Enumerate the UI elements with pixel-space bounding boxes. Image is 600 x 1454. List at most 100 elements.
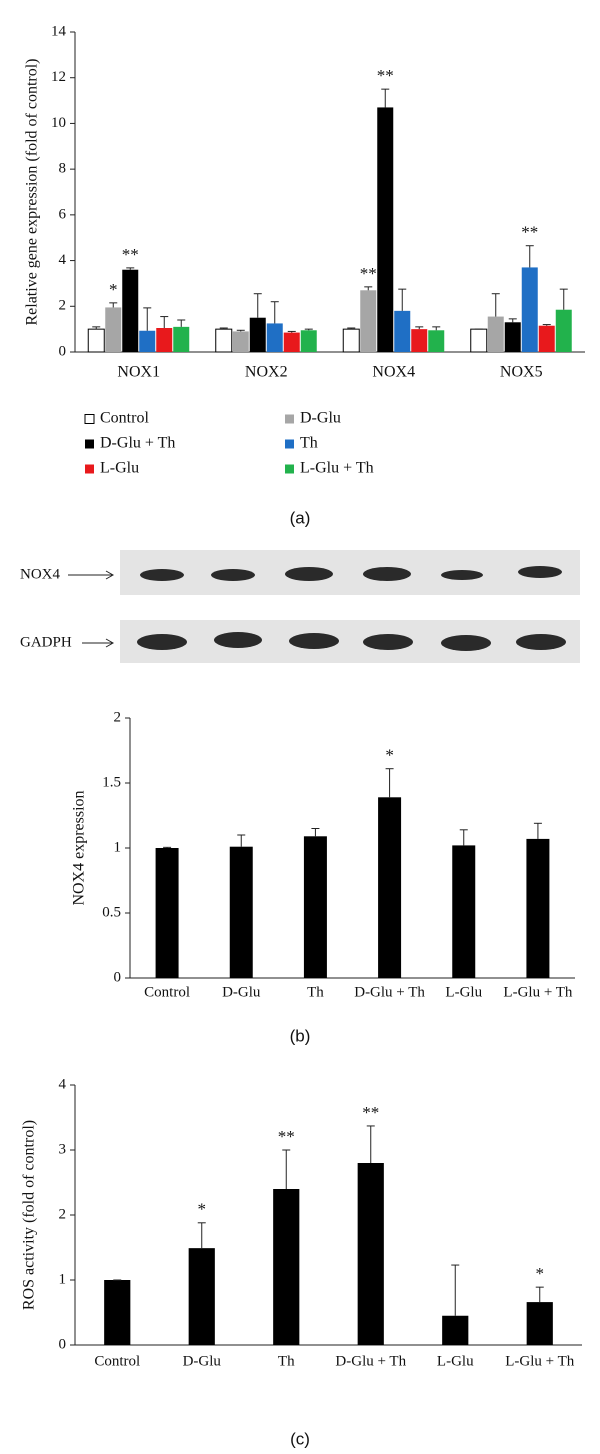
bar xyxy=(357,1163,384,1345)
legend-label: Control xyxy=(100,410,149,427)
y-tick-label: 1 xyxy=(59,1271,67,1287)
blot-label: NOX4 xyxy=(20,566,60,582)
western-blot: NOX4 GADPH xyxy=(20,550,580,663)
bar xyxy=(504,322,521,352)
significance: ** xyxy=(360,264,377,283)
legend-label: L-Glu xyxy=(100,460,139,477)
legend-swatch xyxy=(85,439,94,449)
legend-swatch xyxy=(84,414,95,424)
x-tick-label: D-Glu + Th xyxy=(354,984,425,1000)
legend-label: D-Glu xyxy=(300,410,341,427)
bar xyxy=(538,325,555,352)
x-tick-label: L-Glu xyxy=(445,984,482,1000)
y-tick-label: 4 xyxy=(59,1076,67,1092)
x-tick-label: L-Glu + Th xyxy=(505,1353,575,1369)
bar xyxy=(229,846,253,978)
bar xyxy=(173,326,190,352)
bar xyxy=(526,838,550,978)
bar xyxy=(156,328,173,352)
bar xyxy=(303,836,327,978)
significance: * xyxy=(109,280,118,299)
y-axis-label: NOX4 expression xyxy=(71,790,88,905)
y-tick-label: 12 xyxy=(51,69,66,85)
y-axis-label: Relative gene expression (fold of contro… xyxy=(24,58,41,325)
x-tick-label: NOX1 xyxy=(117,364,160,381)
x-tick-label: Th xyxy=(278,1353,295,1369)
legend-label: Th xyxy=(300,435,318,452)
y-tick-label: 1 xyxy=(114,839,122,855)
y-tick-label: 2 xyxy=(59,1206,67,1222)
y-axis-label: ROS activity (fold of control) xyxy=(21,1120,38,1310)
y-tick-label: 0.5 xyxy=(102,904,121,920)
x-tick-label: D-Glu xyxy=(222,984,261,1000)
legend-label: L-Glu + Th xyxy=(300,460,374,477)
x-tick-label: D-Glu xyxy=(183,1353,222,1369)
x-tick-label: Control xyxy=(144,984,190,1000)
y-tick-label: 3 xyxy=(59,1141,67,1157)
significance: ** xyxy=(122,245,139,264)
bar xyxy=(428,330,445,352)
y-tick-label: 0 xyxy=(59,343,67,359)
bar xyxy=(122,269,139,352)
bar xyxy=(521,267,538,352)
x-tick-label: D-Glu + Th xyxy=(335,1353,406,1369)
x-tick-label: NOX2 xyxy=(245,364,288,381)
x-tick-label: L-Glu xyxy=(437,1353,474,1369)
x-tick-label: NOX4 xyxy=(372,364,415,381)
y-tick-label: 4 xyxy=(59,252,67,268)
bar xyxy=(215,328,233,353)
legend-swatch xyxy=(85,464,94,474)
significance: * xyxy=(385,746,394,765)
x-tick-label: Th xyxy=(307,984,324,1000)
y-tick-label: 1.5 xyxy=(102,774,121,790)
y-tick-label: 0 xyxy=(59,1336,67,1352)
y-tick-label: 8 xyxy=(59,161,67,177)
legend-swatch xyxy=(285,414,294,424)
y-tick-label: 0 xyxy=(114,969,122,985)
bar xyxy=(188,1248,215,1345)
bar xyxy=(411,329,428,352)
x-tick-label: NOX5 xyxy=(500,364,543,381)
bar xyxy=(232,331,249,352)
caption: (a) xyxy=(290,508,311,527)
bar xyxy=(155,848,179,978)
blot-arrow xyxy=(105,570,115,580)
caption: (c) xyxy=(290,1429,310,1448)
y-tick-label: 10 xyxy=(51,115,66,131)
bar xyxy=(555,309,572,352)
blot-label: GADPH xyxy=(20,634,72,650)
bar xyxy=(342,328,360,353)
bar xyxy=(526,1302,553,1345)
y-tick-label: 2 xyxy=(114,709,122,725)
bar xyxy=(470,328,488,353)
y-tick-label: 14 xyxy=(51,23,67,39)
blot-strip xyxy=(120,620,580,663)
bar xyxy=(249,317,266,352)
bar xyxy=(452,845,476,978)
bar xyxy=(360,290,377,352)
bar xyxy=(377,107,394,352)
bar xyxy=(487,316,504,352)
y-tick-label: 2 xyxy=(59,298,67,314)
significance: ** xyxy=(521,223,538,242)
legend-swatch xyxy=(285,439,294,449)
significance: * xyxy=(198,1200,207,1219)
x-tick-label: Control xyxy=(94,1353,140,1369)
bar xyxy=(104,1280,131,1345)
bar xyxy=(273,1189,300,1345)
bar xyxy=(87,328,105,353)
blot-strip xyxy=(120,550,580,595)
x-tick-label: L-Glu + Th xyxy=(503,984,573,1000)
bar xyxy=(300,330,317,352)
legend-swatch xyxy=(285,464,294,474)
bar xyxy=(139,330,156,352)
blot-bands xyxy=(137,566,566,651)
bar xyxy=(394,310,411,352)
caption: (b) xyxy=(290,1026,311,1045)
significance: ** xyxy=(278,1127,295,1146)
significance: * xyxy=(536,1264,545,1283)
significance: ** xyxy=(362,1103,379,1122)
significance: ** xyxy=(377,66,394,85)
legend-label: D-Glu + Th xyxy=(100,435,175,452)
